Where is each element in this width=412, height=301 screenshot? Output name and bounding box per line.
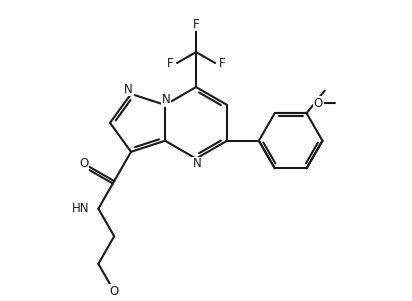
Text: O: O [79, 157, 88, 170]
Text: N: N [124, 83, 133, 96]
Text: O: O [110, 285, 119, 298]
Text: F: F [167, 57, 173, 70]
Text: O: O [314, 97, 323, 110]
Text: F: F [193, 18, 199, 31]
Text: F: F [218, 57, 225, 70]
Text: HN: HN [72, 202, 89, 215]
Text: N: N [192, 157, 201, 170]
Text: N: N [162, 93, 170, 106]
